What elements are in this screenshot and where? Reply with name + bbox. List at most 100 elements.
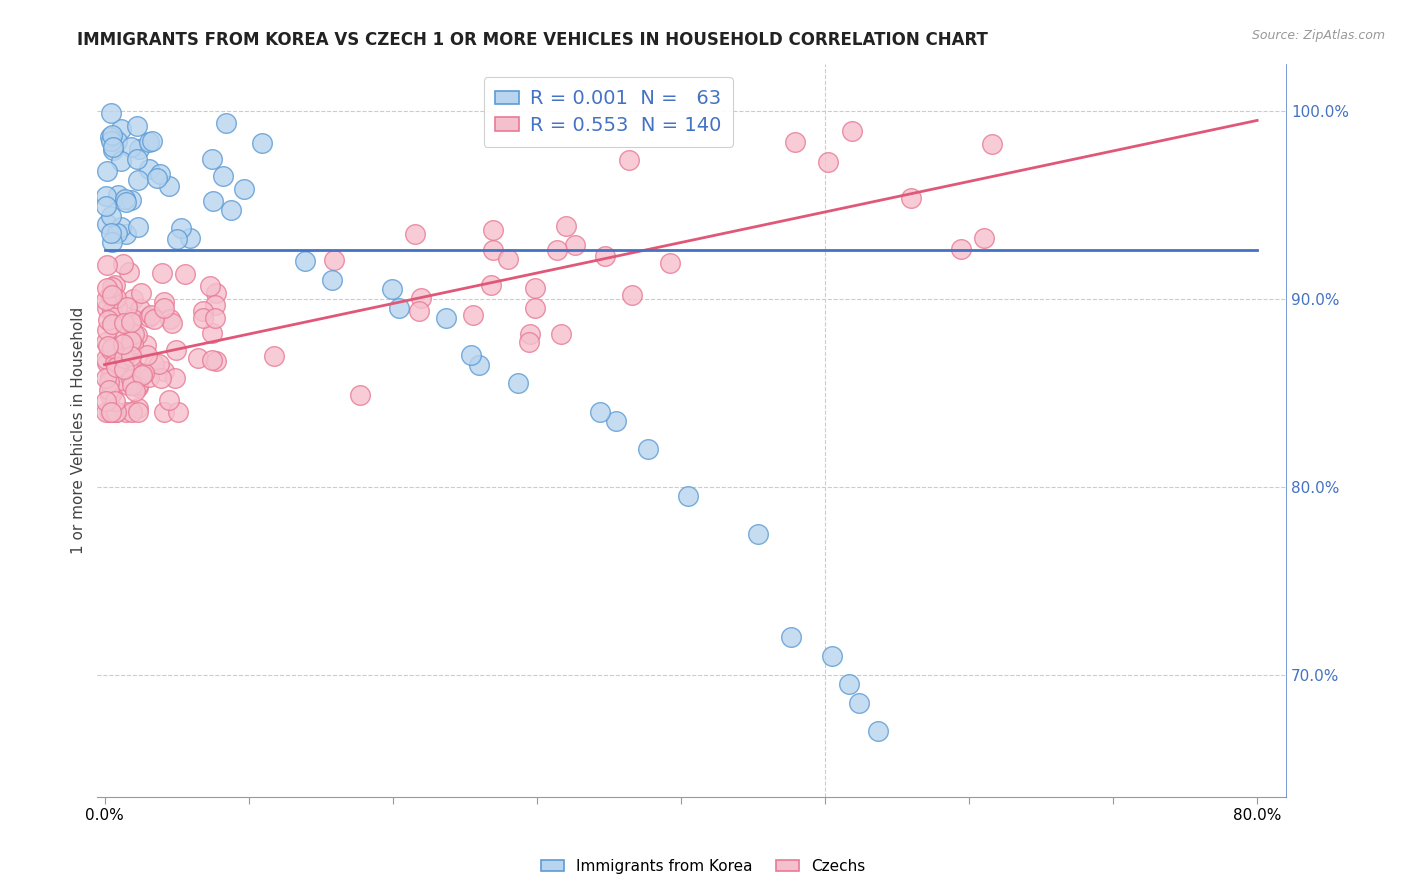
- Point: [150, 266, 173, 280]
- Point: [166, 232, 188, 246]
- Point: [107, 360, 129, 375]
- Point: [200, 352, 222, 367]
- Point: [100, 105, 122, 120]
- Point: [191, 303, 214, 318]
- Point: [121, 377, 143, 392]
- Point: [101, 143, 124, 157]
- Point: [127, 173, 149, 187]
- Point: [98, 375, 121, 389]
- Point: [94, 293, 117, 307]
- Point: [233, 181, 256, 195]
- Point: [211, 169, 233, 183]
- Point: [96, 323, 118, 337]
- Point: [461, 308, 484, 322]
- Point: [131, 368, 153, 382]
- Point: [94, 334, 117, 349]
- Point: [96, 198, 118, 212]
- Point: [588, 404, 610, 418]
- Point: [100, 317, 122, 331]
- Point: [321, 273, 343, 287]
- Point: [111, 351, 134, 366]
- Point: [408, 303, 430, 318]
- Point: [128, 142, 150, 156]
- Point: [127, 380, 149, 394]
- Point: [111, 373, 134, 387]
- Point: [105, 291, 128, 305]
- Point: [523, 280, 546, 294]
- Point: [96, 301, 118, 315]
- Point: [132, 366, 155, 380]
- Point: [142, 357, 165, 371]
- Text: IMMIGRANTS FROM KOREA VS CZECH 1 OR MORE VEHICLES IN HOUSEHOLD CORRELATION CHART: IMMIGRANTS FROM KOREA VS CZECH 1 OR MORE…: [77, 31, 988, 49]
- Point: [747, 526, 769, 541]
- Point: [349, 388, 371, 402]
- Point: [149, 167, 172, 181]
- Point: [96, 356, 118, 370]
- Point: [165, 343, 187, 357]
- Point: [550, 327, 572, 342]
- Point: [122, 327, 145, 342]
- Point: [110, 153, 132, 168]
- Point: [201, 152, 224, 166]
- Point: [101, 128, 124, 143]
- Point: [496, 252, 519, 266]
- Point: [204, 298, 226, 312]
- Point: [949, 243, 972, 257]
- Point: [779, 630, 801, 644]
- Point: [323, 252, 346, 267]
- Point: [128, 378, 150, 392]
- Point: [125, 152, 148, 166]
- Point: [523, 301, 546, 316]
- Point: [100, 288, 122, 302]
- Point: [100, 134, 122, 148]
- Point: [114, 192, 136, 206]
- Point: [120, 334, 142, 348]
- Point: [120, 315, 142, 329]
- Point: [122, 336, 145, 351]
- Point: [104, 404, 127, 418]
- Point: [153, 363, 176, 377]
- Point: [157, 393, 180, 408]
- Point: [152, 301, 174, 315]
- Point: [821, 648, 844, 663]
- Text: Source: ZipAtlas.com: Source: ZipAtlas.com: [1251, 29, 1385, 42]
- Point: [519, 334, 541, 349]
- Point: [191, 311, 214, 326]
- Point: [114, 348, 136, 362]
- Point: [120, 372, 142, 386]
- Point: [98, 288, 121, 302]
- Point: [468, 358, 491, 372]
- Point: [173, 268, 195, 282]
- Point: [94, 394, 117, 409]
- Point: [508, 376, 530, 391]
- Point: [103, 278, 125, 293]
- Point: [115, 300, 138, 314]
- Point: [105, 226, 128, 240]
- Point: [564, 238, 586, 252]
- Point: [107, 188, 129, 202]
- Point: [124, 384, 146, 399]
- Point: [555, 219, 578, 234]
- Point: [112, 337, 135, 351]
- Point: [100, 404, 122, 418]
- Point: [120, 357, 142, 371]
- Point: [124, 377, 146, 392]
- Point: [157, 179, 180, 194]
- Point: [848, 696, 870, 710]
- Point: [460, 348, 482, 362]
- Point: [676, 489, 699, 503]
- Point: [101, 280, 124, 294]
- Point: [121, 312, 143, 326]
- Point: [129, 301, 152, 316]
- Point: [121, 292, 143, 306]
- Point: [96, 281, 118, 295]
- Point: [519, 327, 541, 342]
- Point: [96, 217, 118, 231]
- Point: [160, 316, 183, 330]
- Point: [120, 324, 142, 338]
- Point: [121, 404, 143, 418]
- Point: [138, 136, 160, 150]
- Point: [136, 348, 159, 362]
- Point: [104, 356, 127, 370]
- Point: [150, 371, 173, 385]
